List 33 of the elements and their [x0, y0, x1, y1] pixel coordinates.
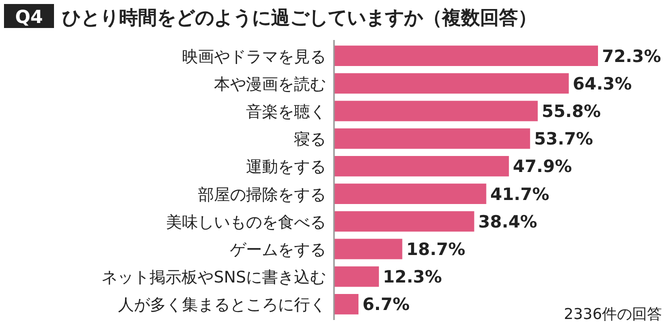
data-label: 72.3%: [602, 46, 661, 67]
data-label: 6.7%: [362, 295, 410, 316]
data-label: 18.7%: [406, 240, 466, 260]
bar: [334, 73, 569, 94]
bar: [334, 266, 379, 287]
data-label: 47.9%: [512, 157, 572, 178]
bar: [334, 46, 598, 66]
text: Q4: [15, 7, 43, 28]
y-tick-label: 部屋の掃除をする: [198, 184, 326, 204]
annotation: 2336件の回答: [564, 305, 662, 323]
y-tick-label: 本や漫画を読む: [214, 74, 326, 94]
data-label: 53.7%: [534, 130, 594, 150]
y-tick-label: 音楽を聴く: [246, 102, 326, 121]
y-tick-label: 美味しいものを食べる: [166, 212, 326, 232]
data-label: 41.7%: [490, 184, 550, 205]
bar: [334, 100, 538, 122]
y-tick-label: 人が多く集まるところに行く: [118, 295, 326, 314]
y-tick-label: 映画やドラマを見る: [182, 46, 326, 66]
data-label: 55.8%: [542, 102, 601, 122]
data-label: 38.4%: [478, 212, 538, 232]
y-tick-label: 運動をする: [246, 157, 326, 176]
y-tick-label: ゲームをする: [230, 240, 326, 259]
bar: [334, 128, 530, 149]
bar: [334, 238, 402, 260]
data-label: 64.3%: [572, 74, 632, 94]
bar: [334, 156, 509, 176]
bar: [334, 184, 486, 204]
bar: [334, 294, 358, 314]
y-tick-label: ネット掲示板やSNSに書き込む: [102, 268, 326, 287]
chart-subtitle: ひとり時間をどのように過ごしていますか（複数回答）: [62, 7, 537, 29]
bar: [334, 211, 474, 232]
data-label: 12.3%: [382, 268, 442, 288]
y-tick-label: 寝る: [294, 130, 326, 149]
